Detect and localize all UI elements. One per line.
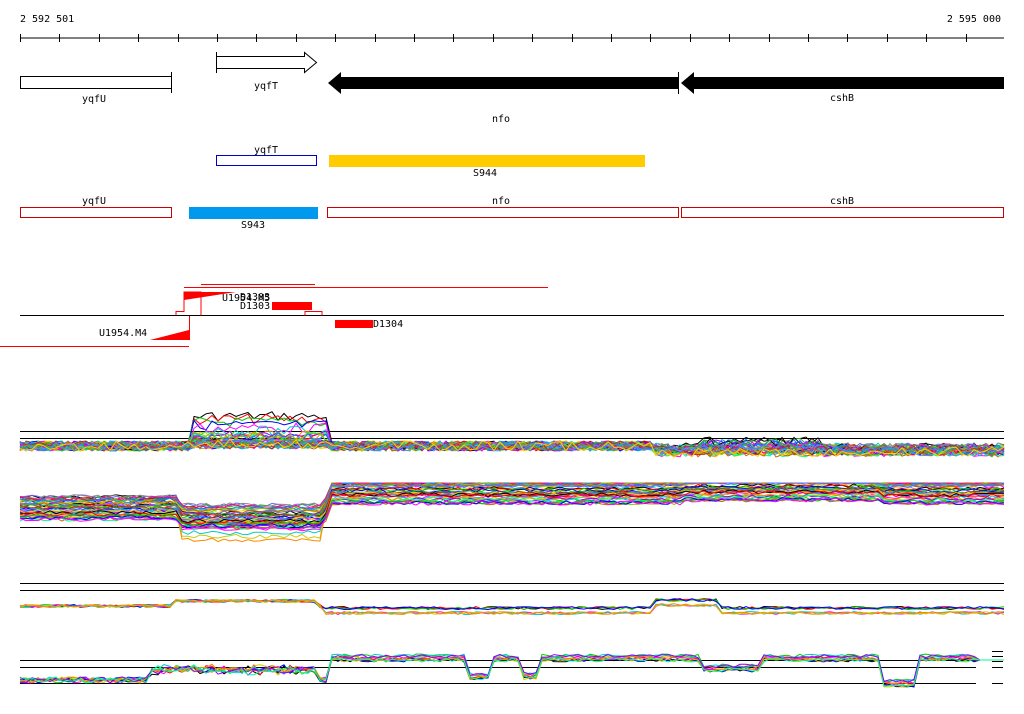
expression-trace-upper <box>19 438 1005 458</box>
expression-trace-bottom <box>19 657 1004 688</box>
segment-yqfT[interactable] <box>216 155 317 166</box>
ruler-end-label: 2 595 000 <box>947 14 1001 25</box>
feature-U1954-M5-label: U1954.M5 <box>222 293 270 304</box>
gene-yqfT-arrow[interactable] <box>216 51 318 74</box>
expression-trace-upper <box>19 438 1005 456</box>
gene-nfo-arrow[interactable] <box>328 72 678 94</box>
gene-track: yqfU yqfT nfo cshB <box>20 51 1004 125</box>
segment-S943-label: S943 <box>241 220 265 231</box>
operon-cshB[interactable] <box>681 207 1004 218</box>
expression-trace-upper <box>19 438 1005 457</box>
expression-trace-bottom <box>19 657 1004 688</box>
expression-trace-middle <box>19 488 1005 522</box>
gene-yqfU[interactable] <box>20 76 172 89</box>
expression-trace-middle <box>19 496 1005 527</box>
expression-trace-middle <box>19 497 1005 529</box>
expression-trace-bottom <box>19 653 1004 684</box>
segment-S944[interactable] <box>329 155 645 167</box>
feature-baseline-step-2 <box>304 311 323 316</box>
coordinate-ruler: 2 592 501 2 595 000 <box>20 14 1004 42</box>
segment-track: yqfT S944 S943 <box>189 145 645 231</box>
expression-trace-upper <box>19 438 1005 458</box>
operon-nfo-label: nfo <box>492 196 510 207</box>
feature-D1303[interactable] <box>272 302 312 310</box>
operon-nfo[interactable] <box>327 207 679 218</box>
expression-panel-upper <box>19 411 1005 458</box>
operon-cshB-label: cshB <box>830 196 854 207</box>
gene-cshB-label: cshB <box>830 93 854 104</box>
expression-panel-bottom <box>19 651 1004 688</box>
expression-trace-middle <box>19 482 1005 515</box>
segment-S943[interactable] <box>189 207 318 219</box>
gene-nfo-label: nfo <box>492 114 510 125</box>
gene-cshB-arrow[interactable] <box>681 72 1004 94</box>
expression-trace-middle <box>19 497 1005 530</box>
gene-yqfU-label: yqfU <box>82 94 106 105</box>
operon-yqfU-label: yqfU <box>82 196 106 207</box>
ruler-start-label: 2 592 501 <box>20 14 74 25</box>
gene-yqfT-label: yqfT <box>254 81 278 92</box>
feature-D1303-overlap-label: D1303 <box>240 292 270 303</box>
segment-S944-label: S944 <box>473 168 497 179</box>
feature-track: U1954.M5 D1303 D1303 D1304 U1954.M4 <box>0 284 1004 347</box>
expression-trace-upper <box>19 438 1005 458</box>
expression-bottom-legend-ticks <box>992 651 1003 684</box>
operon-yqfU[interactable] <box>20 207 172 218</box>
feature-U1954-M5-marker[interactable] <box>184 292 236 300</box>
expression-panel-middle <box>19 482 1005 543</box>
operon-track: yqfU nfo cshB <box>20 196 1004 218</box>
expression-panel-lower <box>19 583 1005 616</box>
feature-U1954-M4-marker[interactable] <box>150 330 189 340</box>
feature-D1304[interactable] <box>335 320 373 328</box>
feature-D1304-label: D1304 <box>373 319 403 330</box>
segment-yqfT-label: yqfT <box>254 145 278 156</box>
feature-D1303-label: D1303 <box>240 301 270 312</box>
feature-U1954-M4-label: U1954.M4 <box>99 328 147 339</box>
ruler-ticks <box>20 34 967 42</box>
feature-baseline-step <box>175 291 202 316</box>
expression-trace-lower <box>19 598 1005 616</box>
expression-trace-middle <box>19 490 1005 525</box>
